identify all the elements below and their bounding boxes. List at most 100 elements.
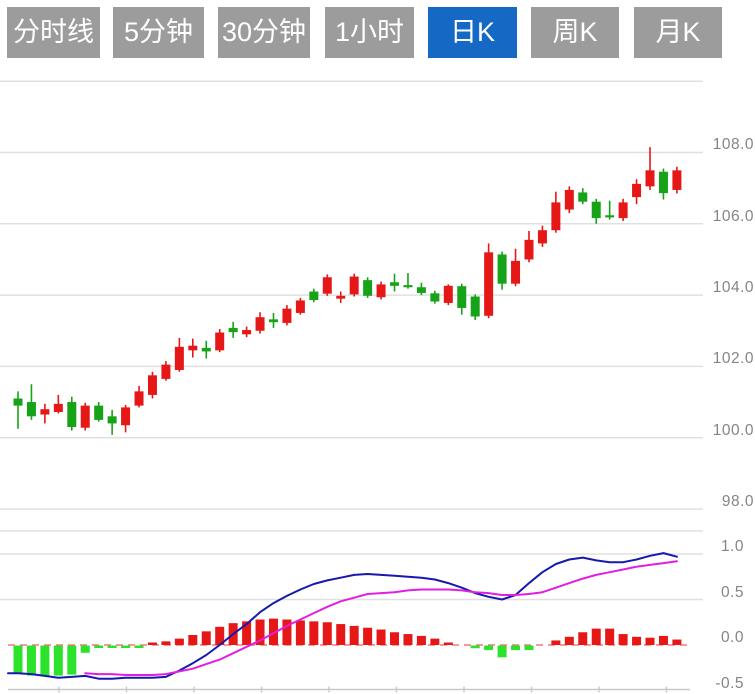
indicator-axis-label--0.5: -0.5 [715, 674, 744, 692]
candle-body-up [336, 295, 346, 299]
macd-histogram-bar [53, 645, 63, 676]
macd-histogram-bar [497, 645, 507, 658]
macd-histogram-bar [349, 625, 359, 645]
macd-histogram-bar [564, 636, 574, 645]
macd-histogram-bar [147, 642, 157, 645]
macd-histogram-bar [511, 645, 521, 651]
candle-body-down [107, 416, 117, 424]
candle-body-down [67, 402, 77, 428]
macd-histogram-bar [282, 619, 292, 645]
candle-body-down [470, 296, 480, 317]
candle-body-down [403, 285, 413, 288]
indicator-axis-label-0.5: 0.5 [720, 583, 744, 601]
candle-body-down [497, 254, 507, 284]
tab-1hour[interactable]: 1小时 [325, 7, 414, 58]
macd-histogram-bar [255, 619, 265, 645]
macd-histogram-bar [470, 645, 480, 649]
tab-monthly-k[interactable]: 月K [634, 7, 722, 58]
macd-histogram-bar [551, 640, 561, 645]
price-axis-label-98: 98.0 [721, 493, 754, 510]
macd-histogram-bar [40, 645, 50, 677]
candle-body-down [605, 215, 615, 218]
candle-body-up [121, 407, 131, 426]
candle-body-up [282, 308, 292, 323]
price-axis-label-108: 108.0 [712, 136, 754, 153]
macd-histogram-bar [242, 621, 252, 645]
macd-histogram-bar [161, 641, 171, 645]
candle-body-down [430, 293, 440, 302]
price-axis-label-102: 102.0 [712, 350, 754, 367]
macd-histogram-bar [309, 621, 319, 645]
macd-histogram-bar [618, 634, 628, 645]
macd-histogram-bar [430, 638, 440, 645]
candle-body-down [26, 402, 36, 417]
candle-body-up [255, 317, 265, 331]
candle-body-up [537, 230, 547, 244]
candle-body-up [215, 332, 225, 351]
candle-body-up [40, 409, 50, 415]
candle-body-down [309, 291, 319, 301]
macd-histogram-bar [578, 632, 588, 645]
candle-body-up [53, 403, 63, 413]
macd-histogram-bar [134, 645, 144, 648]
price-axis-label-104: 104.0 [712, 279, 754, 296]
candle-body-up [174, 346, 184, 370]
candle-body-up [632, 183, 642, 198]
candle-body-up [564, 189, 574, 210]
tab-timeshare[interactable]: 分时线 [7, 7, 100, 58]
candle-body-up [645, 170, 655, 187]
candle-body-down [268, 319, 278, 323]
candle-body-down [390, 282, 400, 286]
macd-histogram-bar [174, 638, 184, 645]
macd-histogram-bar [363, 627, 373, 645]
macd-histogram-bar [107, 645, 117, 648]
macd-histogram-bar [376, 629, 386, 645]
candle-body-down [13, 398, 23, 406]
dif-line [7, 552, 678, 680]
price-axis-label-100: 100.0 [712, 422, 754, 439]
macd-histogram-bar [26, 645, 36, 676]
candle-body-up [295, 300, 305, 313]
candle-body-down [416, 287, 426, 293]
macd-histogram-bar [336, 624, 346, 645]
macd-histogram-bar [322, 622, 332, 645]
macd-histogram-bar [591, 628, 601, 645]
candle-body-down [457, 286, 467, 308]
candle-body-up [524, 239, 534, 260]
candle-body-up [618, 202, 628, 219]
candle-body-down [578, 192, 588, 202]
candle-body-up [147, 375, 157, 395]
candle-body-up [80, 405, 90, 428]
indicator-axis-label-1.0: 1.0 [720, 538, 744, 555]
tab-5min[interactable]: 5分钟 [113, 7, 204, 58]
macd-histogram-bar [672, 639, 682, 645]
candle-body-up [511, 260, 521, 284]
macd-histogram-bar [268, 618, 278, 645]
macd-histogram-bar [484, 645, 494, 651]
tab-daily-k[interactable]: 日K [428, 7, 517, 58]
candle-body-down [228, 327, 238, 333]
macd-histogram-bar [443, 642, 453, 645]
macd-histogram-bar [13, 645, 23, 674]
candle-body-up [484, 252, 494, 316]
dea-line [84, 560, 678, 676]
macd-histogram-bar [632, 636, 642, 645]
macd-histogram-bar [67, 645, 77, 675]
macd-histogram-bar [188, 634, 198, 645]
candle-body-up [161, 364, 171, 379]
macd-histogram-bar [524, 645, 534, 651]
candle-body-down [658, 171, 668, 194]
macd-histogram-bar [645, 637, 655, 645]
macd-histogram-bar [215, 626, 225, 645]
candle-body-up [134, 391, 144, 406]
tab-30min[interactable]: 30分钟 [218, 7, 310, 58]
macd-histogram-bar [403, 634, 413, 645]
candle-body-up [188, 345, 198, 351]
candle-body-down [201, 347, 211, 352]
candle-body-up [242, 330, 252, 335]
candle-body-down [363, 280, 373, 296]
candle-body-up [551, 202, 561, 231]
tab-weekly-k[interactable]: 周K [531, 7, 619, 58]
